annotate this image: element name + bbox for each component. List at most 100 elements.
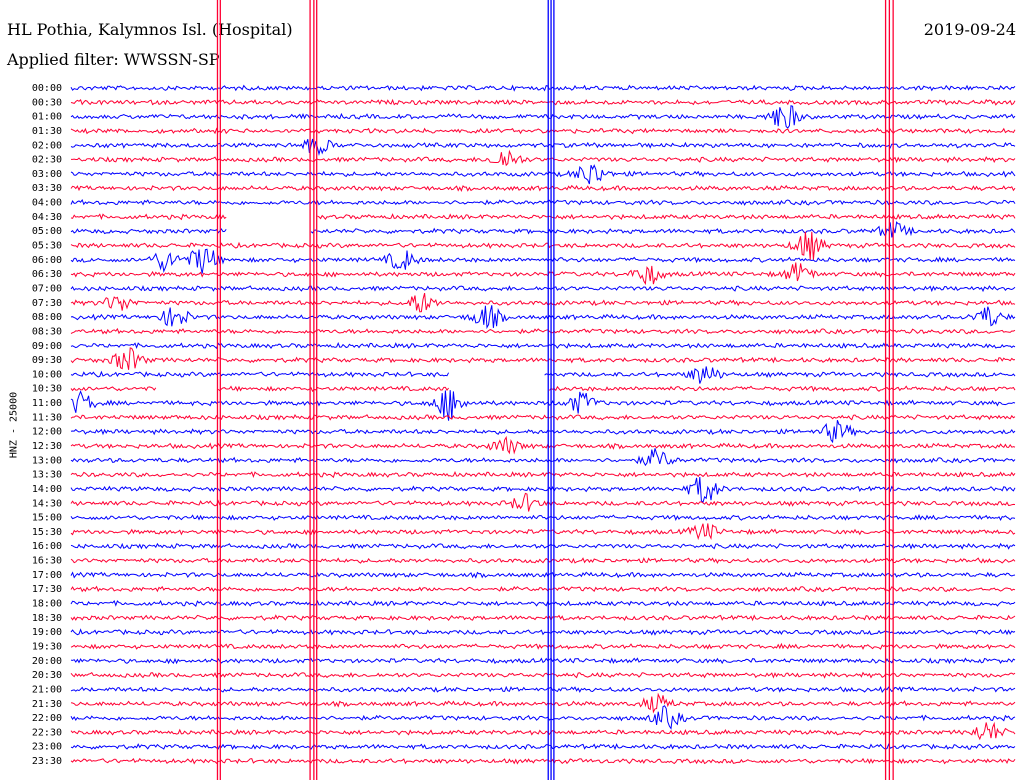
- trace-row-1830: [70, 614, 1016, 622]
- time-label: 08:30: [32, 326, 62, 337]
- trace-row-0030: [70, 98, 1016, 106]
- time-label: 12:00: [32, 427, 62, 438]
- time-label: 00:00: [32, 83, 62, 94]
- time-label: 03:00: [32, 169, 62, 180]
- time-label: 15:00: [32, 513, 62, 524]
- time-label: 20:30: [32, 670, 62, 681]
- trace-row-0200: [70, 138, 1016, 156]
- time-labels: 00:00 00:30 01:00 01:30 02:00 02:30 03:00 03:30…: [32, 83, 62, 767]
- trace-row-2330: [70, 757, 1016, 765]
- trace-row-1500: [70, 513, 1016, 522]
- time-label: 13:30: [32, 470, 62, 481]
- time-label: 16:30: [32, 556, 62, 567]
- time-label: 17:30: [32, 584, 62, 595]
- trace-row-0300: [70, 164, 1016, 185]
- trace-row-0700: [70, 285, 1016, 293]
- trace-row-1530: [70, 523, 1016, 541]
- trace-row-1600: [70, 542, 1016, 550]
- trace-row-1130: [70, 413, 1016, 421]
- trace-row-2130: [70, 692, 1016, 714]
- time-label: 21:00: [32, 684, 62, 695]
- time-label: 11:00: [32, 398, 62, 409]
- time-label: 22:30: [32, 727, 62, 738]
- time-label: 08:00: [32, 312, 62, 323]
- trace-row-0330: [70, 184, 1016, 192]
- trace-row-0100: [70, 105, 1016, 129]
- trace-row-0830: [70, 327, 1016, 335]
- time-label: 04:30: [32, 212, 62, 223]
- trace-row-1700: [70, 571, 1016, 579]
- time-label: 01:30: [32, 126, 62, 137]
- trace-row-1200: [70, 420, 1016, 444]
- trace-row-1400: [70, 476, 1016, 504]
- date-label: 2019-09-24: [923, 20, 1016, 39]
- time-label: 09:00: [32, 341, 62, 352]
- time-label: 09:30: [32, 355, 62, 366]
- trace-row-1030: [70, 385, 1016, 393]
- time-label: 18:30: [32, 613, 62, 624]
- time-label: 05:30: [32, 241, 62, 252]
- time-label: 15:30: [32, 527, 62, 538]
- trace-row-1900: [70, 628, 1016, 636]
- time-label: 03:30: [32, 183, 62, 194]
- time-label: 21:30: [32, 699, 62, 710]
- time-label: 22:00: [32, 713, 62, 724]
- time-label: 05:00: [32, 226, 62, 237]
- trace-row-1300: [70, 448, 1016, 467]
- trace-row-2100: [70, 685, 1016, 694]
- trace-row-2300: [70, 742, 1016, 751]
- trace-row-1330: [70, 470, 1016, 479]
- filter-label: Applied filter: WWSSN-SP: [7, 50, 220, 69]
- trace-row-0600: [70, 248, 1016, 274]
- time-label: 19:00: [32, 627, 62, 638]
- time-label: 20:00: [32, 656, 62, 667]
- time-label: 17:00: [32, 570, 62, 581]
- time-label: 10:00: [32, 369, 62, 380]
- trace-row-0930: [70, 347, 1016, 370]
- time-label: 11:30: [32, 412, 62, 423]
- time-label: 07:00: [32, 283, 62, 294]
- trace-row-0730: [70, 292, 1016, 313]
- time-label: 02:30: [32, 155, 62, 166]
- trace-row-0500: [70, 221, 1016, 238]
- time-label: 14:00: [32, 484, 62, 495]
- time-label: 00:30: [32, 97, 62, 108]
- time-label: 14:30: [32, 498, 62, 509]
- station-title: HL Pothia, Kalymnos Isl. (Hospital): [7, 20, 293, 39]
- time-label: 10:30: [32, 384, 62, 395]
- time-label: 06:00: [32, 255, 62, 266]
- time-label: 01:00: [32, 112, 62, 123]
- trace-row-2230: [70, 721, 1016, 741]
- trace-row-1800: [70, 599, 1016, 607]
- trace-row-2200: [70, 705, 1016, 730]
- trace-row-0230: [71, 149, 1016, 167]
- time-label: 18:00: [32, 599, 62, 610]
- trace-row-2030: [70, 671, 1016, 679]
- time-label: 13:00: [32, 455, 62, 466]
- trace-row-1230: [70, 435, 1016, 455]
- time-label: 06:30: [32, 269, 62, 280]
- trace-row-0630: [70, 262, 1016, 286]
- trace-row-1100: [70, 390, 1016, 421]
- time-label: 23:30: [32, 756, 62, 767]
- trace-row-1730: [70, 585, 1016, 593]
- time-label: 04:00: [32, 198, 62, 209]
- trace-row-1630: [70, 557, 1016, 565]
- trace-row-1930: [70, 642, 1016, 650]
- glitch-lines: [216, 0, 894, 780]
- trace-row-0530: [70, 231, 1016, 260]
- trace-row-0130: [70, 127, 1016, 135]
- trace-row-0900: [70, 342, 1016, 350]
- time-label: 07:30: [32, 298, 62, 309]
- time-label: 16:00: [32, 541, 62, 552]
- trace-row-0800: [70, 305, 1016, 330]
- trace-row-0400: [70, 198, 1016, 206]
- trace-lines: [70, 84, 1016, 765]
- time-label: 12:30: [32, 441, 62, 452]
- time-label: 19:30: [32, 641, 62, 652]
- time-label: 23:00: [32, 742, 62, 753]
- trace-row-0000: [70, 84, 1016, 92]
- time-label: 02:00: [32, 140, 62, 151]
- trace-row-2000: [70, 657, 1016, 665]
